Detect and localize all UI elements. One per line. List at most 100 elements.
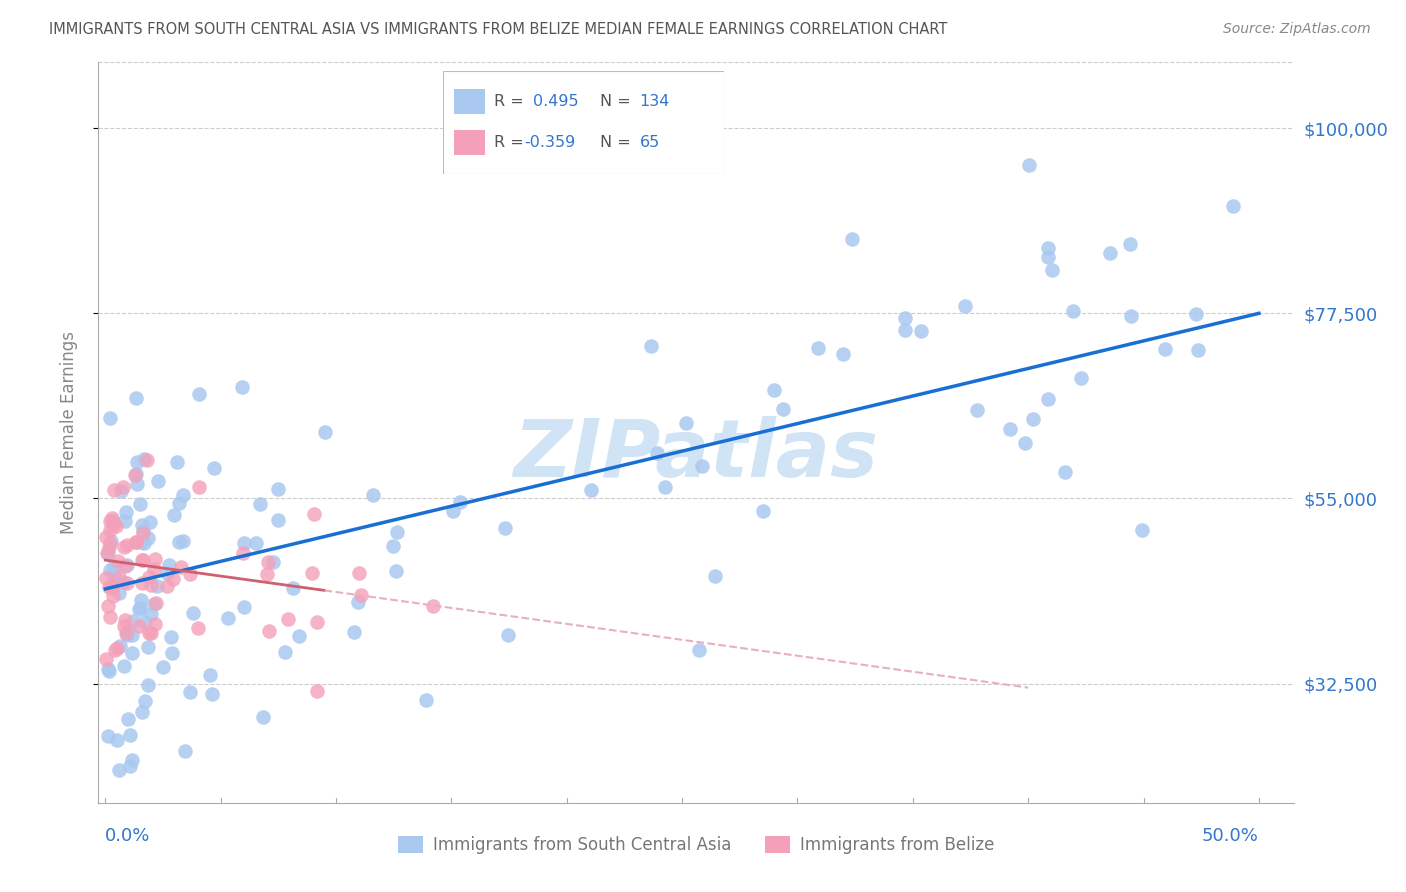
Point (112, 658, 135, 673)
Text: N =: N = (600, 94, 631, 109)
Text: Source: ZipAtlas.com: Source: ZipAtlas.com (1223, 22, 1371, 37)
Point (98, 523, 121, 537)
Point (134, 615, 156, 629)
Point (187, 480, 209, 494)
Point (125, 455, 148, 469)
Point (1062, 303, 1084, 318)
Point (129, 592, 152, 607)
Point (121, 753, 143, 767)
Point (138, 569, 160, 583)
Point (385, 564, 408, 578)
Point (101, 580, 124, 594)
Point (231, 380, 253, 394)
Point (1130, 523, 1153, 537)
Point (125, 391, 148, 405)
Point (120, 727, 142, 741)
Point (145, 596, 167, 610)
Point (1053, 465, 1076, 479)
Point (103, 514, 125, 528)
Text: R =: R = (494, 94, 523, 109)
Point (893, 310, 915, 325)
Point (1018, 158, 1040, 172)
Point (257, 624, 280, 639)
Point (1119, 309, 1142, 323)
Point (1040, 263, 1063, 277)
Point (156, 579, 179, 593)
Point (101, 511, 124, 525)
Point (640, 339, 662, 353)
Point (114, 514, 136, 528)
Point (125, 534, 148, 549)
Point (115, 558, 138, 572)
Point (96, 571, 118, 585)
Point (762, 383, 785, 397)
Point (100, 581, 122, 595)
Point (267, 482, 290, 496)
Point (703, 569, 725, 583)
Point (152, 660, 174, 674)
FancyBboxPatch shape (443, 71, 724, 174)
Point (772, 402, 794, 417)
Point (307, 615, 329, 630)
Point (179, 684, 201, 698)
Point (124, 534, 146, 549)
Point (127, 477, 149, 491)
Point (114, 558, 136, 573)
Point (139, 577, 162, 591)
Point (1119, 237, 1142, 252)
Point (806, 341, 828, 355)
Point (188, 387, 211, 401)
Point (441, 504, 464, 518)
Point (110, 639, 132, 653)
Point (143, 597, 166, 611)
Point (232, 546, 254, 560)
Text: IMMIGRANTS FROM SOUTH CENTRAL ASIA VS IMMIGRANTS FROM BELIZE MEDIAN FEMALE EARNI: IMMIGRANTS FROM SOUTH CENTRAL ASIA VS IM… (49, 22, 948, 37)
Point (233, 536, 256, 550)
Point (112, 541, 135, 555)
Point (385, 524, 408, 539)
Bar (454, 89, 485, 113)
Point (131, 553, 153, 567)
Point (129, 601, 152, 615)
Point (174, 744, 197, 758)
Point (343, 625, 366, 640)
Point (449, 495, 471, 509)
Point (281, 581, 304, 595)
Point (103, 483, 125, 497)
Point (1014, 436, 1036, 450)
Point (966, 403, 988, 417)
Point (131, 517, 153, 532)
Point (97, 546, 120, 560)
Point (131, 576, 153, 591)
Point (1036, 241, 1059, 255)
Point (163, 508, 186, 522)
Point (129, 535, 152, 549)
Text: 134: 134 (640, 94, 671, 109)
Point (143, 616, 166, 631)
Point (496, 628, 519, 642)
Point (98, 514, 121, 528)
Point (124, 468, 146, 483)
Point (688, 642, 710, 657)
Point (114, 613, 136, 627)
Point (267, 513, 290, 527)
Point (128, 618, 150, 632)
Point (160, 630, 183, 644)
Point (125, 467, 148, 481)
Point (131, 705, 153, 719)
Point (141, 607, 163, 621)
Point (97, 729, 120, 743)
Point (98, 665, 121, 679)
Point (654, 479, 676, 493)
Point (136, 531, 159, 545)
Point (690, 458, 713, 473)
Point (107, 554, 129, 568)
Text: 0.0%: 0.0% (105, 828, 150, 846)
Point (110, 483, 132, 498)
Point (314, 425, 336, 439)
Text: N =: N = (600, 136, 631, 150)
Point (172, 488, 194, 502)
Text: 50.0%: 50.0% (1202, 828, 1258, 846)
Point (105, 640, 128, 655)
Point (105, 732, 128, 747)
